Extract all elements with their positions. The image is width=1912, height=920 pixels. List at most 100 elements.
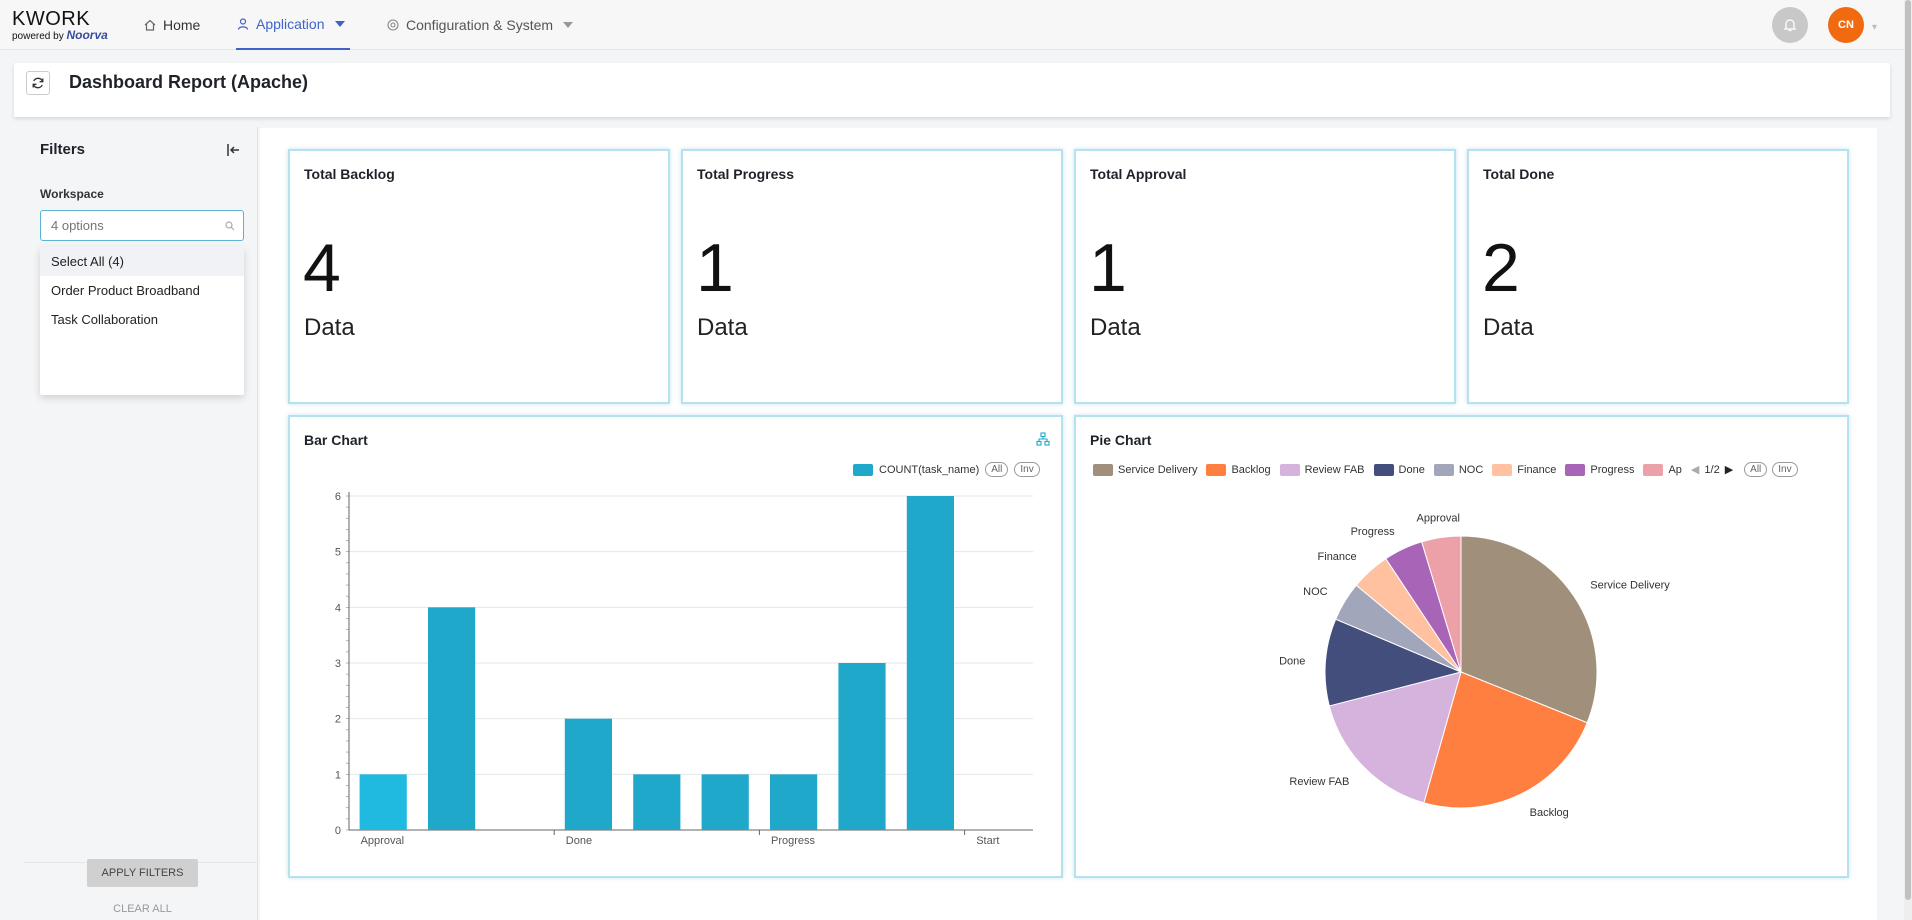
nav-configuration-label: Configuration & System (406, 17, 554, 33)
y-tick-label: 2 (335, 714, 341, 726)
avatar[interactable]: CN (1828, 7, 1864, 43)
pie-chart-legend: Service Delivery Backlog Review FAB Done NOC… (1093, 462, 1798, 477)
x-tick-label: Progress (771, 835, 816, 847)
filters-panel: Filters Workspace Select All (4) Order P… (24, 127, 258, 920)
chevron-down-icon[interactable]: ▾ (1872, 22, 1878, 33)
apply-filters-button[interactable]: APPLY FILTERS (87, 859, 198, 887)
kpi-value: 2 (1482, 230, 1520, 306)
chevron-down-icon (563, 22, 574, 28)
page-title: Dashboard Report (Apache) (69, 72, 309, 92)
pie-label: Done (1279, 656, 1305, 668)
pie-label: Service Delivery (1590, 580, 1670, 592)
app-logo[interactable]: KWORK powered by Noorva (12, 9, 108, 43)
powered-by-text: powered by (12, 31, 64, 42)
legend-all-button[interactable]: All (1744, 462, 1768, 477)
legend-label[interactable]: Done (1398, 463, 1425, 476)
legend-invert-button[interactable]: Inv (1772, 462, 1798, 477)
pie-slice[interactable] (1421, 535, 1462, 673)
chart-title: Pie Chart (1090, 432, 1152, 448)
bar[interactable] (770, 774, 818, 830)
workspace-option[interactable]: Order Product Broadband (51, 283, 200, 298)
hierarchy-icon[interactable] (1036, 432, 1050, 446)
scrollbar-thumb[interactable] (1905, 0, 1911, 900)
kpi-unit: Data (304, 314, 355, 341)
page-scrollbar[interactable] (1904, 0, 1912, 920)
page-header: Dashboard Report (Apache) (14, 63, 1890, 117)
nav-application-label: Application (256, 16, 325, 32)
kpi-unit: Data (1483, 314, 1534, 341)
legend-swatch (1373, 463, 1394, 476)
pie-slice[interactable] (1324, 618, 1463, 707)
legend-label[interactable]: Review FAB (1304, 463, 1365, 476)
bar[interactable] (701, 774, 749, 830)
workspace-dropdown: Select All (4) Order Product Broadband T… (40, 247, 244, 395)
bell-icon (1783, 19, 1797, 32)
collapse-panel-icon[interactable] (224, 141, 242, 159)
kpi-unit: Data (1090, 314, 1141, 341)
top-navigation-bar: KWORK powered by Noorva Home Application… (0, 0, 1904, 50)
kpi-title: Total Progress (697, 166, 794, 182)
pie-slice[interactable] (1460, 535, 1598, 724)
powered-brand: Noorva (66, 28, 108, 42)
nav-application[interactable]: Application (236, 0, 350, 50)
dashboard-content: Total Backlog 4 Data Total Progress 1 Da… (260, 128, 1877, 920)
chevron-down-icon (334, 21, 345, 27)
kpi-value: 1 (1089, 230, 1127, 306)
kpi-card-total-backlog: Total Backlog 4 Data (288, 149, 670, 404)
bar[interactable] (838, 663, 886, 830)
bar-chart-card: Bar Chart COUNT(task_name) All Inv 0 1 2 3 4… (288, 415, 1063, 878)
home-icon (144, 19, 156, 31)
pie-slice[interactable] (1423, 671, 1588, 809)
brand-name: KWORK (12, 8, 91, 30)
legend-label[interactable]: NOC (1458, 463, 1484, 476)
legend-invert-button[interactable]: Inv (1014, 462, 1040, 477)
legend-label[interactable]: Ap (1668, 463, 1682, 476)
notifications-button[interactable] (1772, 7, 1808, 43)
legend-page-indicator: 1/2 (1704, 463, 1720, 476)
legend-swatch (853, 463, 873, 476)
legend-swatch (1492, 463, 1513, 476)
bar[interactable] (359, 774, 407, 830)
kpi-unit: Data (697, 314, 748, 341)
legend-label[interactable]: Backlog (1231, 463, 1271, 476)
kpi-value: 1 (696, 230, 734, 306)
pie-slice[interactable] (1328, 671, 1462, 804)
filters-title: Filters (40, 141, 86, 158)
workspace-option[interactable]: Task Collaboration (51, 312, 158, 327)
chart-title: Bar Chart (304, 432, 368, 448)
legend-label[interactable]: COUNT(task_name) (879, 463, 980, 476)
legend-label[interactable]: Service Delivery (1118, 463, 1198, 476)
pie-chart-card: Pie Chart Service Delivery Backlog Review … (1074, 415, 1849, 878)
legend-label[interactable]: Progress (1590, 463, 1635, 476)
nav-configuration[interactable]: Configuration & System (386, 0, 574, 50)
clear-all-button[interactable]: CLEAR ALL (87, 899, 198, 919)
bar[interactable] (906, 496, 954, 830)
nav-home-label: Home (163, 17, 201, 33)
bar[interactable] (428, 607, 476, 830)
workspace-option-select-all[interactable]: Select All (4) (40, 247, 244, 276)
search-icon (225, 221, 235, 231)
bar[interactable] (564, 718, 612, 830)
pie-label: Progress (1351, 526, 1396, 538)
legend-prev-page-icon[interactable]: ◀ (1690, 464, 1700, 476)
y-tick-label: 3 (335, 658, 341, 670)
nav-home[interactable]: Home (143, 0, 200, 50)
bar[interactable] (633, 774, 681, 830)
y-tick-label: 6 (335, 491, 341, 503)
refresh-button[interactable] (26, 71, 50, 95)
workspace-select[interactable] (40, 210, 244, 241)
kpi-card-total-progress: Total Progress 1 Data (681, 149, 1063, 404)
kpi-value: 4 (303, 230, 341, 306)
y-tick-label: 0 (335, 825, 341, 837)
bar-chart-plot: 0 1 2 3 4 5 6 Approval Done Progress Start (335, 491, 1033, 847)
workspace-search-input[interactable] (51, 211, 211, 239)
refresh-icon (32, 77, 44, 89)
legend-all-button[interactable]: All (985, 462, 1009, 477)
kpi-title: Total Approval (1090, 166, 1187, 182)
kpi-card-total-done: Total Done 2 Data (1467, 149, 1849, 404)
legend-swatch (1093, 463, 1113, 476)
kpi-title: Total Backlog (304, 166, 395, 182)
pie-label: Finance (1318, 551, 1357, 563)
legend-next-page-icon[interactable]: ▶ (1724, 464, 1734, 476)
legend-label[interactable]: Finance (1517, 463, 1557, 476)
